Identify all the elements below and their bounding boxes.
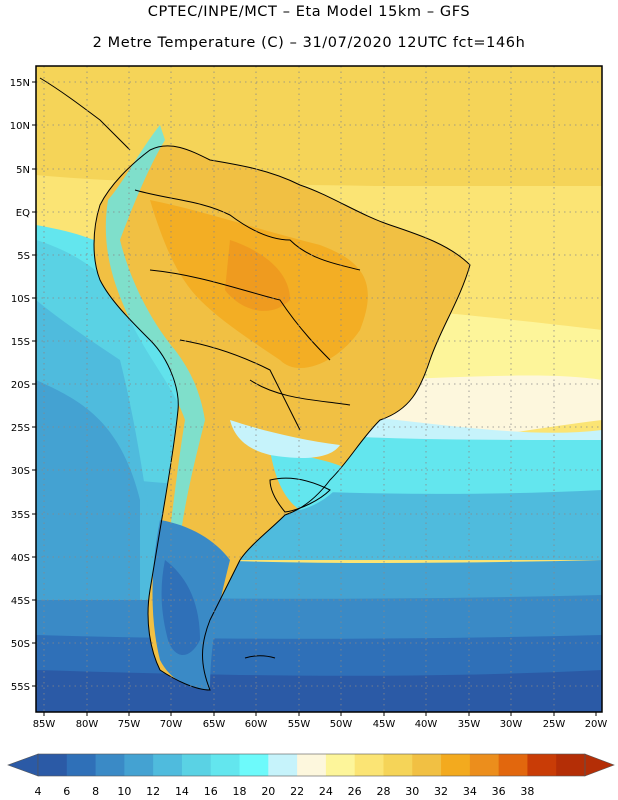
lon-label: 55W [288, 719, 311, 730]
colorbar-tick-label: 8 [92, 785, 99, 798]
lat-label: 10N [10, 121, 30, 132]
lat-label: 5S [17, 251, 30, 262]
lon-label: 85W [33, 719, 56, 730]
colorbar-tick-label: 28 [376, 785, 390, 798]
colorbar-swatch [210, 754, 241, 776]
colorbar-tick-label: 16 [204, 785, 218, 798]
colorbar-tick-label: 18 [233, 785, 247, 798]
colorbar-swatch [527, 754, 557, 776]
lon-label: 50W [330, 719, 353, 730]
colorbar-tick-label: 34 [463, 785, 477, 798]
lat-label: 15N [10, 78, 30, 89]
title-line-1: CPTEC/INPE/MCT – Eta Model 15km – GFS [147, 4, 471, 20]
lat-label: 20S [11, 380, 30, 391]
lon-label: 80W [76, 719, 99, 730]
colorbar-swatch [383, 754, 413, 776]
lon-label: 20W [585, 719, 608, 730]
lon-label: 45W [373, 719, 396, 730]
colorbar-tick-label: 24 [319, 785, 333, 798]
lat-label: 25S [11, 423, 30, 434]
colorbar-swatch [95, 754, 125, 776]
colorbar-tick-label: 22 [290, 785, 304, 798]
colorbar-tick-label: 20 [261, 785, 275, 798]
colorbar-tick-label: 36 [492, 785, 506, 798]
lat-label: 45S [11, 596, 30, 607]
colorbar-tick-label: 12 [146, 785, 160, 798]
colorbar-swatch [297, 754, 327, 776]
lat-label: 50S [11, 639, 30, 650]
lon-label: 60W [245, 719, 268, 730]
colorbar-tick-label: 30 [405, 785, 419, 798]
lat-label: 35S [11, 510, 30, 521]
coastlines [39, 77, 471, 691]
lat-label: EQ [16, 208, 30, 219]
colorbar-swatch [498, 754, 528, 776]
colorbar-swatch [556, 754, 586, 776]
lon-label: 70W [160, 719, 183, 730]
temperature-field [36, 66, 602, 712]
colorbar-tick-label: 6 [63, 785, 70, 798]
colorbar-border [37, 753, 586, 777]
lon-label: 75W [118, 719, 141, 730]
colorbar-swatch [412, 754, 442, 776]
colorbar-swatch [181, 754, 212, 776]
colorbar-tick-label: 14 [175, 785, 189, 798]
lat-label: 10S [11, 294, 30, 305]
colorbar-tick-label: 10 [117, 785, 131, 798]
lat-label: 40S [11, 553, 30, 564]
lat-label: 15S [11, 337, 30, 348]
colorbar-swatch [441, 754, 471, 776]
colorbar-swatch [66, 754, 97, 776]
colorbar-extend-high [584, 753, 615, 777]
colorbar: 4 6 8 10 12 14 16 18 20 22 24 26 28 30 32 34 36 38 [7, 753, 615, 798]
title-line-2: 2 Metre Temperature (C) – 31/07/2020 12U… [92, 35, 526, 51]
map-frame [35, 65, 603, 713]
graticule [36, 66, 602, 712]
lon-label: 30W [500, 719, 523, 730]
longitude-labels: 85W 80W 75W 70W 65W 60W 55W 50W 45W 40W … [33, 719, 608, 730]
colorbar-swatch [354, 754, 384, 776]
colorbar-tick-label: 26 [348, 785, 362, 798]
colorbar-tick-label: 4 [35, 785, 42, 798]
colorbar-tick-label: 38 [520, 785, 534, 798]
lat-label: 55S [11, 682, 30, 693]
latitude-labels: 15N 10N 5N EQ 5S 10S 15S 20S 25S 30S 35S… [10, 78, 30, 693]
colorbar-swatch [325, 754, 356, 776]
colorbar-swatch [38, 754, 68, 776]
colorbar-swatch [268, 754, 298, 776]
lon-label: 35W [458, 719, 481, 730]
colorbar-swatch [469, 754, 500, 776]
lat-label: 30S [11, 466, 30, 477]
lon-label: 65W [203, 719, 226, 730]
lat-label: 5N [16, 165, 30, 176]
colorbar-swatch [239, 754, 269, 776]
colorbar-swatch [153, 754, 183, 776]
lon-label: 25W [543, 719, 566, 730]
colorbar-tick-label: 32 [434, 785, 448, 798]
colorbar-extend-low [7, 753, 39, 777]
axis-ticks [32, 81, 597, 716]
colorbar-swatch [124, 754, 154, 776]
lon-label: 40W [415, 719, 438, 730]
